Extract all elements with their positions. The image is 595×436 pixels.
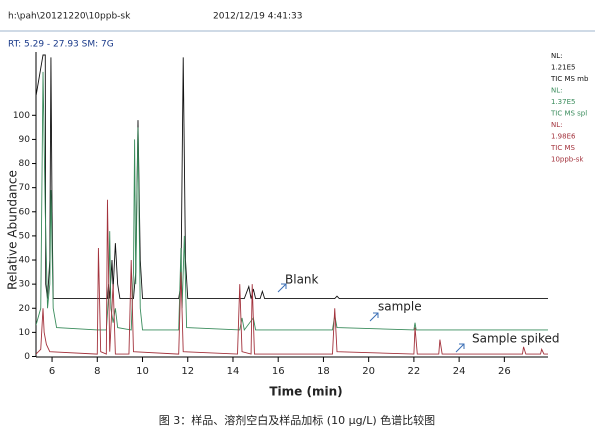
trace-note: 1.21E5 bbox=[551, 64, 575, 72]
y-tick-label: 10 bbox=[19, 328, 31, 338]
y-tick-label: 80 bbox=[19, 159, 31, 169]
arrow bbox=[277, 283, 287, 293]
x-tick-label: 18 bbox=[317, 366, 330, 377]
file-path: h:\pah\20121220\10ppb-sk bbox=[8, 12, 131, 22]
trace bbox=[36, 54, 548, 300]
x-tick-label: 22 bbox=[408, 366, 421, 377]
x-tick-label: 16 bbox=[272, 366, 285, 377]
y-tick-label: 70 bbox=[19, 183, 31, 193]
y-tick-label: 30 bbox=[19, 280, 31, 290]
trace-note: NL: bbox=[551, 87, 563, 95]
x-tick-label: 6 bbox=[49, 366, 55, 377]
y-tick-label: 90 bbox=[19, 135, 31, 145]
series-label: Sample spiked bbox=[472, 332, 560, 346]
y-axis-label: Relative Abundance bbox=[6, 170, 20, 290]
trace-note: NL: bbox=[551, 52, 563, 60]
x-tick-label: 10 bbox=[136, 366, 149, 377]
plot-area bbox=[36, 54, 548, 355]
trace-note: TIC MS bbox=[550, 144, 575, 152]
x-tick-label: 12 bbox=[181, 366, 194, 377]
y-tick-label: 0 bbox=[24, 352, 30, 362]
x-tick-label: 26 bbox=[498, 366, 511, 377]
rt-label: RT: 5.29 - 27.93 SM: 7G bbox=[8, 40, 114, 50]
trace-note: 10ppb-sk bbox=[551, 156, 584, 164]
trace-note: 1.98E6 bbox=[551, 133, 576, 141]
x-tick-label: 8 bbox=[94, 366, 100, 377]
arrow bbox=[369, 312, 379, 322]
series-label: Blank bbox=[285, 273, 319, 287]
y-tick-label: 60 bbox=[19, 207, 31, 217]
x-tick-label: 20 bbox=[362, 366, 375, 377]
trace bbox=[36, 199, 548, 355]
y-tick-label: 50 bbox=[19, 231, 31, 241]
trace-note: TIC MS mb bbox=[550, 75, 589, 83]
trace-note: TIC MS spl bbox=[550, 110, 587, 118]
x-tick-label: 24 bbox=[453, 366, 466, 377]
x-tick-label: 14 bbox=[227, 366, 240, 377]
arrow bbox=[455, 343, 465, 353]
x-axis-label: Time (min) bbox=[269, 385, 342, 399]
y-tick-label: 40 bbox=[19, 256, 31, 266]
trace-note: 1.37E5 bbox=[551, 98, 575, 106]
series-label: sample bbox=[378, 300, 422, 314]
trace bbox=[36, 71, 548, 332]
y-tick-label: 100 bbox=[13, 111, 30, 121]
trace-note: NL: bbox=[551, 121, 563, 129]
y-tick-label: 20 bbox=[19, 304, 31, 314]
caption: 图 3：样品、溶剂空白及样品加标 (10 µg/L) 色谱比较图 bbox=[159, 413, 435, 427]
datetime: 2012/12/19 4:41:33 bbox=[213, 12, 302, 22]
